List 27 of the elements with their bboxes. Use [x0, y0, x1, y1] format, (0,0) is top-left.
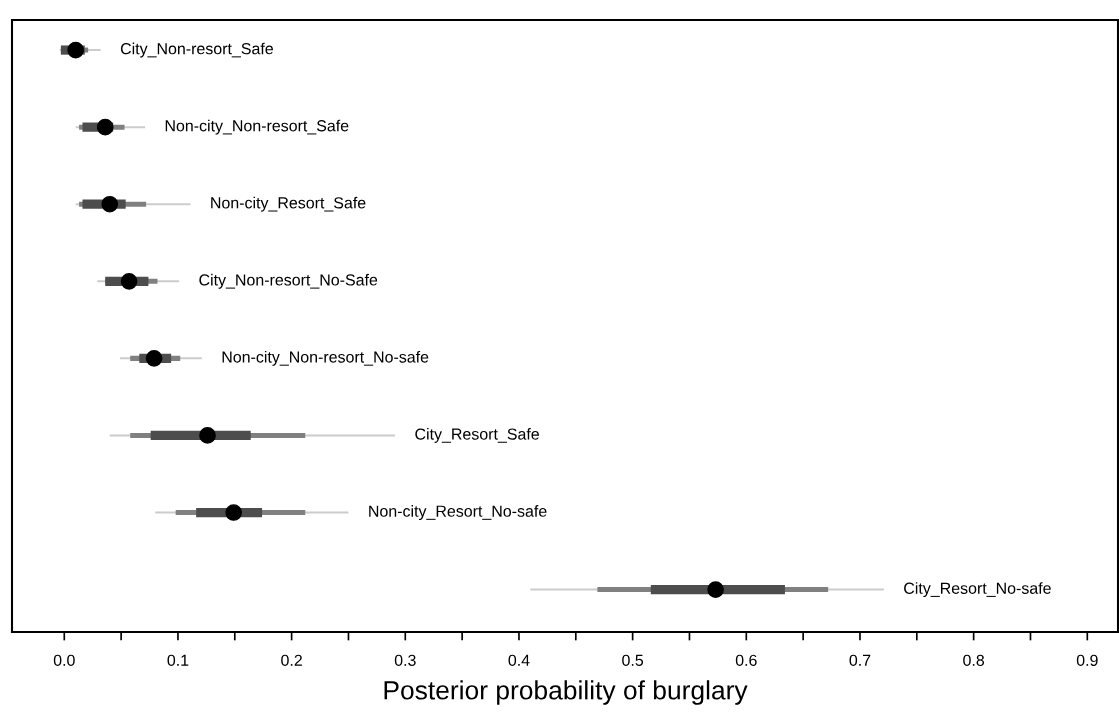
x-tick-label: 0.7: [849, 654, 871, 666]
point: [707, 581, 724, 598]
x-tick-label: 0.5: [622, 654, 644, 666]
point: [101, 195, 119, 213]
y-tick-label: City_Resort_No-safe: [904, 582, 1051, 598]
x-tick-label: 0.9: [1076, 654, 1098, 666]
point: [145, 350, 163, 367]
point: [96, 118, 114, 136]
x-tick-label: 0.3: [394, 654, 416, 666]
point: [67, 41, 84, 59]
x-axis-title: Posterior probability of burglary: [384, 680, 748, 705]
y-tick-label: City_Non-resort_No-Safe: [199, 273, 378, 289]
x-tick-label: 0.1: [167, 654, 189, 666]
y-tick-label: Non-city_Non-resort_No-safe: [222, 350, 429, 366]
x-tick-label: 0.8: [963, 654, 985, 666]
point: [120, 272, 138, 290]
y-tick-label: City_Non-resort_Safe: [120, 42, 273, 58]
x-tick-label: 0.0: [53, 654, 75, 666]
point: [225, 504, 242, 521]
x-tick-label: 0.4: [508, 654, 530, 666]
y-tick-label: Non-city_Resort_No-safe: [369, 505, 547, 520]
y-tick-label: City_Resort_Safe: [415, 428, 539, 443]
x-tick-label: 0.6: [735, 654, 757, 666]
point: [199, 427, 216, 444]
y-tick-label: Non-city_Non-resort_Safe: [165, 119, 349, 135]
x-tick-label: 0.2: [281, 654, 302, 666]
y-tick-label: Non-city_Resort_Safe: [211, 196, 366, 212]
